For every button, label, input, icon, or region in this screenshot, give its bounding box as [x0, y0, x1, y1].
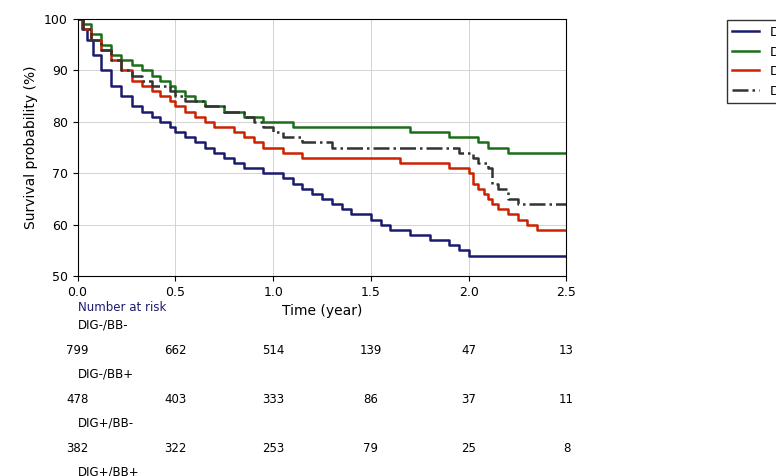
- Text: 13: 13: [559, 344, 574, 357]
- Text: 37: 37: [461, 393, 476, 406]
- Text: 403: 403: [165, 393, 186, 406]
- Text: 799: 799: [67, 344, 88, 357]
- Text: 514: 514: [262, 344, 284, 357]
- Text: DIG-/BB+: DIG-/BB+: [78, 367, 133, 380]
- Text: DIG-/BB-: DIG-/BB-: [78, 318, 128, 332]
- Y-axis label: Survival probability (%): Survival probability (%): [25, 66, 39, 229]
- Text: 322: 322: [165, 442, 186, 455]
- Text: 86: 86: [363, 393, 379, 406]
- Text: DIG+/BB-: DIG+/BB-: [78, 416, 133, 429]
- Text: 253: 253: [262, 442, 284, 455]
- Text: 79: 79: [363, 442, 379, 455]
- Text: 662: 662: [165, 344, 186, 357]
- Text: 139: 139: [360, 344, 382, 357]
- Text: 8: 8: [563, 442, 570, 455]
- X-axis label: Time (year): Time (year): [282, 304, 362, 318]
- Text: 333: 333: [262, 393, 284, 406]
- Text: 478: 478: [67, 393, 88, 406]
- Text: 25: 25: [461, 442, 476, 455]
- Text: 47: 47: [461, 344, 476, 357]
- Text: DIG+/BB+: DIG+/BB+: [78, 465, 139, 476]
- Text: 382: 382: [67, 442, 88, 455]
- Legend: DIG-/BB-, DIG-/BB+, DIG+/BB-, DIG+/BB+: DIG-/BB-, DIG-/BB+, DIG+/BB-, DIG+/BB+: [727, 20, 776, 103]
- Text: 11: 11: [559, 393, 574, 406]
- Text: Number at risk: Number at risk: [78, 300, 166, 314]
